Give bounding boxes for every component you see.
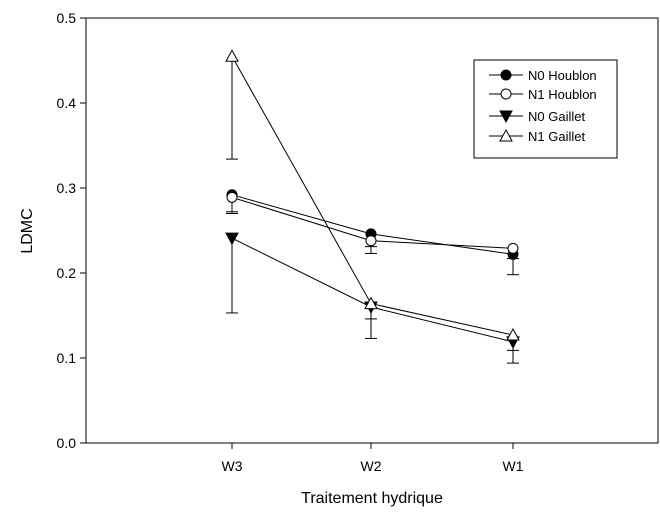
marker-triangle-down-filled xyxy=(225,232,239,246)
series-layer xyxy=(225,49,520,364)
y-tick-label: 0.1 xyxy=(57,350,77,366)
x-tick-label: W2 xyxy=(361,458,382,474)
legend: N0 Houblon N1 Houblon N0 Gaillet N1 Gaillet xyxy=(473,59,618,159)
plot-frame xyxy=(85,17,659,444)
x-axis-label: Traitement hydrique xyxy=(301,490,443,507)
marker-circle-open xyxy=(507,242,519,254)
y-axis: 0.0 0.1 0.2 0.3 0.4 0.5 xyxy=(57,10,86,451)
marker-circle-open xyxy=(500,88,512,100)
marker-triangle-down-filled xyxy=(499,110,513,124)
marker-triangle-up-open xyxy=(499,128,513,142)
legend-label: N1 Gaillet xyxy=(528,129,585,144)
marker-circle-filled xyxy=(500,69,512,81)
legend-label: N0 Houblon xyxy=(528,68,597,83)
y-tick-label: 0.4 xyxy=(57,95,77,111)
y-axis-label: LDMC xyxy=(19,208,36,253)
x-tick-label: W1 xyxy=(503,458,524,474)
legend-label: N1 Houblon xyxy=(528,87,597,102)
marker-triangle-up-open xyxy=(506,328,520,341)
marker-triangle-up-open xyxy=(364,296,378,310)
y-tick-label: 0.3 xyxy=(57,180,77,196)
y-tick-label: 0.0 xyxy=(57,435,77,451)
legend-label: N0 Gaillet xyxy=(528,109,585,124)
series-line xyxy=(231,56,514,336)
marker-circle-open xyxy=(226,191,238,203)
y-tick-label: 0.2 xyxy=(57,265,77,281)
x-axis: W3 W2 W1 xyxy=(222,443,524,474)
legend-box xyxy=(473,59,618,159)
x-tick-label: W3 xyxy=(222,458,243,474)
y-tick-label: 0.5 xyxy=(57,10,77,26)
marker-circle-open xyxy=(365,235,377,247)
marker-triangle-up-open xyxy=(225,49,239,62)
